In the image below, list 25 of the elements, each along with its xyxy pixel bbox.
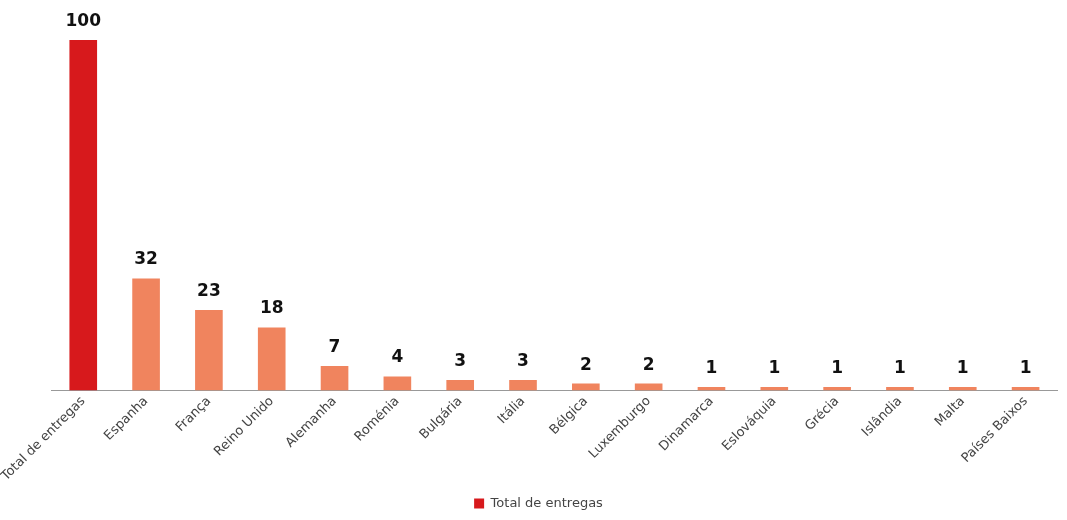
data-label: 2 bbox=[642, 353, 655, 374]
bar bbox=[257, 327, 286, 391]
data-label: 1 bbox=[831, 357, 844, 378]
bar bbox=[383, 376, 412, 391]
data-label: 1 bbox=[1019, 357, 1032, 378]
data-label: 1 bbox=[956, 357, 969, 378]
bar bbox=[69, 40, 98, 391]
data-label: 3 bbox=[454, 349, 467, 370]
data-label: 1 bbox=[705, 357, 718, 378]
data-label: 1 bbox=[768, 357, 781, 378]
data-label: 7 bbox=[328, 335, 341, 356]
data-label: 100 bbox=[65, 9, 102, 30]
data-label: 18 bbox=[259, 297, 284, 318]
bar bbox=[446, 380, 475, 391]
bar bbox=[320, 366, 349, 391]
data-label: 1 bbox=[894, 357, 906, 378]
data-label: 32 bbox=[134, 248, 158, 269]
legend-label: Total de entregas bbox=[489, 494, 604, 510]
data-label: 23 bbox=[197, 279, 221, 300]
bar bbox=[195, 309, 223, 391]
data-label: 3 bbox=[517, 349, 529, 370]
bar bbox=[132, 278, 160, 391]
data-label: 2 bbox=[579, 353, 592, 374]
data-label: 4 bbox=[391, 346, 404, 367]
bar bbox=[509, 380, 537, 391]
